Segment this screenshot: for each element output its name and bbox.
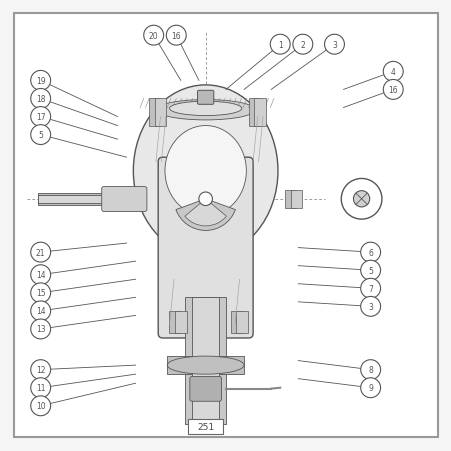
Text: 5: 5 xyxy=(38,131,43,140)
Text: 1: 1 xyxy=(277,41,282,50)
Bar xyxy=(169,311,180,334)
Bar xyxy=(248,99,259,126)
Text: 18: 18 xyxy=(36,95,46,104)
Ellipse shape xyxy=(156,100,255,121)
Text: 15: 15 xyxy=(36,289,46,298)
Text: 2: 2 xyxy=(300,41,304,50)
Circle shape xyxy=(270,35,290,55)
Text: 3: 3 xyxy=(368,302,372,311)
Circle shape xyxy=(360,297,380,317)
Bar xyxy=(230,311,241,334)
Text: 12: 12 xyxy=(36,365,46,374)
Circle shape xyxy=(31,243,51,262)
Circle shape xyxy=(31,319,51,339)
Ellipse shape xyxy=(133,86,277,257)
Circle shape xyxy=(360,279,380,299)
Wedge shape xyxy=(175,199,235,231)
Text: 8: 8 xyxy=(368,365,372,374)
Circle shape xyxy=(31,301,51,321)
Circle shape xyxy=(31,396,51,416)
Circle shape xyxy=(31,107,51,127)
Circle shape xyxy=(360,261,380,281)
Text: 16: 16 xyxy=(387,86,397,95)
Circle shape xyxy=(292,35,312,55)
Text: 5: 5 xyxy=(368,266,372,275)
Ellipse shape xyxy=(169,102,241,116)
FancyBboxPatch shape xyxy=(158,158,253,338)
Circle shape xyxy=(360,360,380,380)
Circle shape xyxy=(143,26,163,46)
Bar xyxy=(192,298,219,424)
Bar xyxy=(149,99,160,126)
FancyBboxPatch shape xyxy=(188,419,222,434)
Text: 19: 19 xyxy=(36,77,46,86)
Circle shape xyxy=(382,62,402,82)
Circle shape xyxy=(31,71,51,91)
Bar xyxy=(38,195,106,204)
Circle shape xyxy=(341,179,381,220)
Text: 21: 21 xyxy=(36,248,46,257)
Text: 14: 14 xyxy=(36,307,46,316)
Bar xyxy=(290,190,301,208)
Text: 11: 11 xyxy=(36,383,46,392)
FancyBboxPatch shape xyxy=(101,187,147,212)
Bar xyxy=(38,194,106,205)
Text: 17: 17 xyxy=(36,113,46,122)
Circle shape xyxy=(31,283,51,303)
Text: 10: 10 xyxy=(36,401,46,410)
Bar xyxy=(254,99,265,126)
FancyBboxPatch shape xyxy=(189,377,221,401)
Text: 14: 14 xyxy=(36,271,46,280)
Text: 13: 13 xyxy=(36,325,46,334)
Text: 251: 251 xyxy=(197,422,214,431)
Text: 20: 20 xyxy=(148,32,158,41)
Circle shape xyxy=(324,35,344,55)
Circle shape xyxy=(166,26,186,46)
Circle shape xyxy=(198,193,212,206)
Text: 6: 6 xyxy=(368,248,372,257)
Circle shape xyxy=(31,89,51,109)
Text: 7: 7 xyxy=(368,284,372,293)
Bar xyxy=(155,99,166,126)
Wedge shape xyxy=(184,199,226,226)
Bar xyxy=(284,190,295,208)
Circle shape xyxy=(353,191,369,207)
Circle shape xyxy=(31,125,51,145)
Ellipse shape xyxy=(165,126,246,216)
Circle shape xyxy=(31,360,51,380)
Bar xyxy=(236,311,247,334)
Circle shape xyxy=(31,378,51,398)
Bar xyxy=(167,356,244,374)
Text: 3: 3 xyxy=(331,41,336,50)
Circle shape xyxy=(31,265,51,285)
FancyBboxPatch shape xyxy=(197,91,213,105)
Text: 9: 9 xyxy=(368,383,372,392)
Bar xyxy=(185,298,226,424)
Circle shape xyxy=(382,80,402,100)
Circle shape xyxy=(360,243,380,262)
Text: 16: 16 xyxy=(171,32,181,41)
Text: 4: 4 xyxy=(390,68,395,77)
Circle shape xyxy=(360,378,380,398)
Ellipse shape xyxy=(167,356,244,374)
Bar xyxy=(175,311,186,334)
